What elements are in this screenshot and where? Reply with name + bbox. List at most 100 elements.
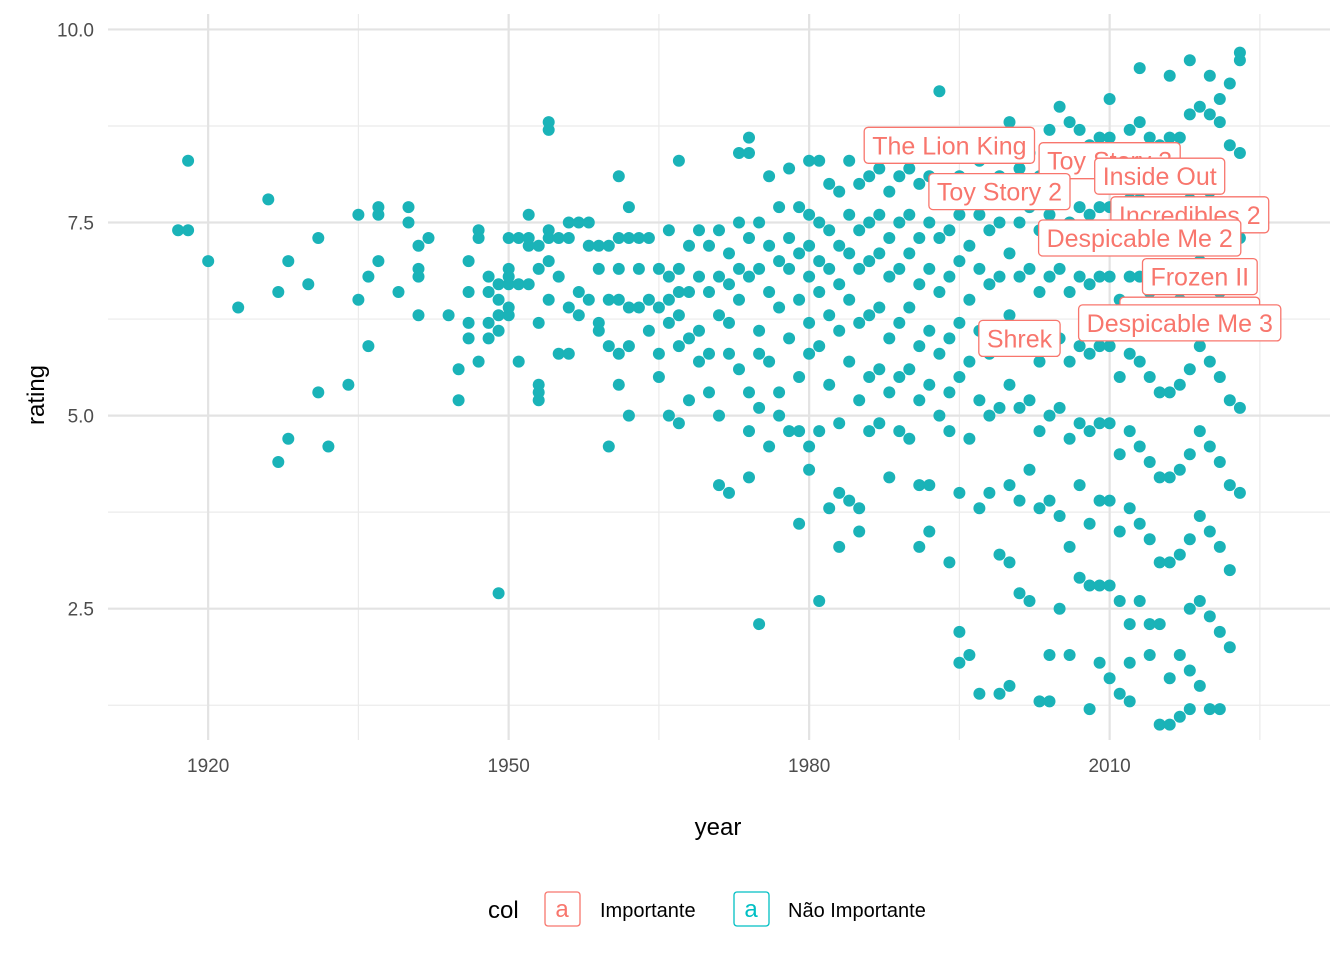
data-point	[1203, 69, 1216, 82]
data-point	[1223, 394, 1236, 407]
data-point	[843, 154, 856, 167]
data-point	[652, 371, 665, 383]
data-point	[833, 278, 846, 291]
data-point	[1213, 456, 1226, 468]
data-point	[1193, 595, 1206, 607]
data-point	[1053, 262, 1066, 275]
data-point	[532, 316, 545, 329]
data-point	[1033, 695, 1046, 708]
data-point	[532, 239, 545, 252]
data-point	[973, 394, 986, 407]
svg-text:Frozen II: Frozen II	[1150, 264, 1249, 292]
data-point	[1183, 664, 1196, 677]
data-point	[973, 687, 986, 700]
data-point	[863, 170, 876, 183]
points	[172, 46, 1246, 731]
data-point	[893, 316, 906, 329]
data-point	[1043, 494, 1056, 507]
data-point	[1123, 425, 1136, 438]
data-point	[753, 216, 766, 229]
data-point	[1113, 595, 1126, 607]
data-point	[783, 262, 796, 275]
data-point	[943, 386, 956, 399]
data-point	[1233, 486, 1246, 499]
data-point	[923, 324, 936, 337]
data-point	[612, 293, 625, 306]
data-point	[622, 340, 635, 353]
data-point	[1093, 270, 1106, 283]
data-point	[763, 239, 776, 252]
data-point	[923, 216, 936, 229]
data-point	[813, 286, 826, 298]
data-point	[1053, 100, 1066, 113]
data-point	[642, 232, 655, 244]
data-point	[632, 301, 645, 314]
data-point	[843, 494, 856, 507]
data-point	[933, 286, 946, 298]
data-point	[753, 262, 766, 275]
data-point	[612, 170, 625, 183]
data-point	[1033, 355, 1046, 368]
data-point	[1183, 363, 1196, 376]
data-point	[452, 394, 465, 407]
data-point	[612, 378, 625, 391]
data-point	[803, 440, 816, 453]
data-point	[963, 293, 976, 306]
legend-key-glyph-nao-importante: a	[744, 896, 758, 923]
data-point	[913, 177, 926, 190]
data-point	[813, 216, 826, 229]
data-point	[803, 347, 816, 360]
data-point	[1183, 54, 1196, 67]
data-point	[1063, 649, 1076, 661]
data-point	[1173, 463, 1186, 476]
data-point	[993, 687, 1006, 700]
data-point	[863, 216, 876, 229]
data-point	[1163, 131, 1176, 144]
data-point	[873, 363, 886, 376]
data-point	[1093, 494, 1106, 507]
data-point	[903, 247, 916, 260]
data-point	[1213, 93, 1226, 105]
data-point	[713, 309, 725, 322]
data-point	[943, 270, 956, 283]
data-point	[312, 386, 325, 399]
data-point	[1233, 401, 1246, 414]
data-point	[482, 332, 495, 345]
data-point	[733, 147, 745, 159]
data-point	[1193, 100, 1206, 113]
data-point	[713, 479, 725, 492]
data-point	[1103, 131, 1116, 144]
data-point	[392, 286, 405, 298]
data-point	[482, 286, 495, 298]
data-point	[683, 332, 695, 345]
data-point	[672, 286, 685, 298]
data-point	[1013, 270, 1026, 283]
movie-label: Toy Story 2	[928, 172, 1071, 211]
data-point	[582, 216, 595, 229]
data-point	[482, 316, 495, 329]
data-point	[713, 270, 725, 283]
data-point	[1173, 710, 1186, 723]
data-point	[1183, 448, 1196, 461]
data-point	[622, 201, 635, 214]
data-point	[1183, 108, 1196, 121]
data-point	[873, 417, 886, 430]
data-point	[1193, 425, 1206, 438]
x-tick-label: 1950	[488, 756, 530, 777]
data-point	[1203, 355, 1216, 368]
data-point	[422, 232, 435, 244]
data-point	[1083, 703, 1096, 716]
data-point	[412, 309, 425, 322]
data-point	[953, 371, 966, 383]
data-point	[1053, 510, 1066, 522]
data-point	[843, 293, 856, 306]
data-point	[612, 232, 625, 244]
data-point	[893, 262, 906, 275]
data-point	[1153, 618, 1166, 631]
data-point	[1173, 378, 1186, 391]
data-point	[1003, 247, 1016, 260]
data-point	[1223, 77, 1236, 90]
data-point	[1073, 123, 1086, 136]
data-point	[1103, 494, 1116, 507]
